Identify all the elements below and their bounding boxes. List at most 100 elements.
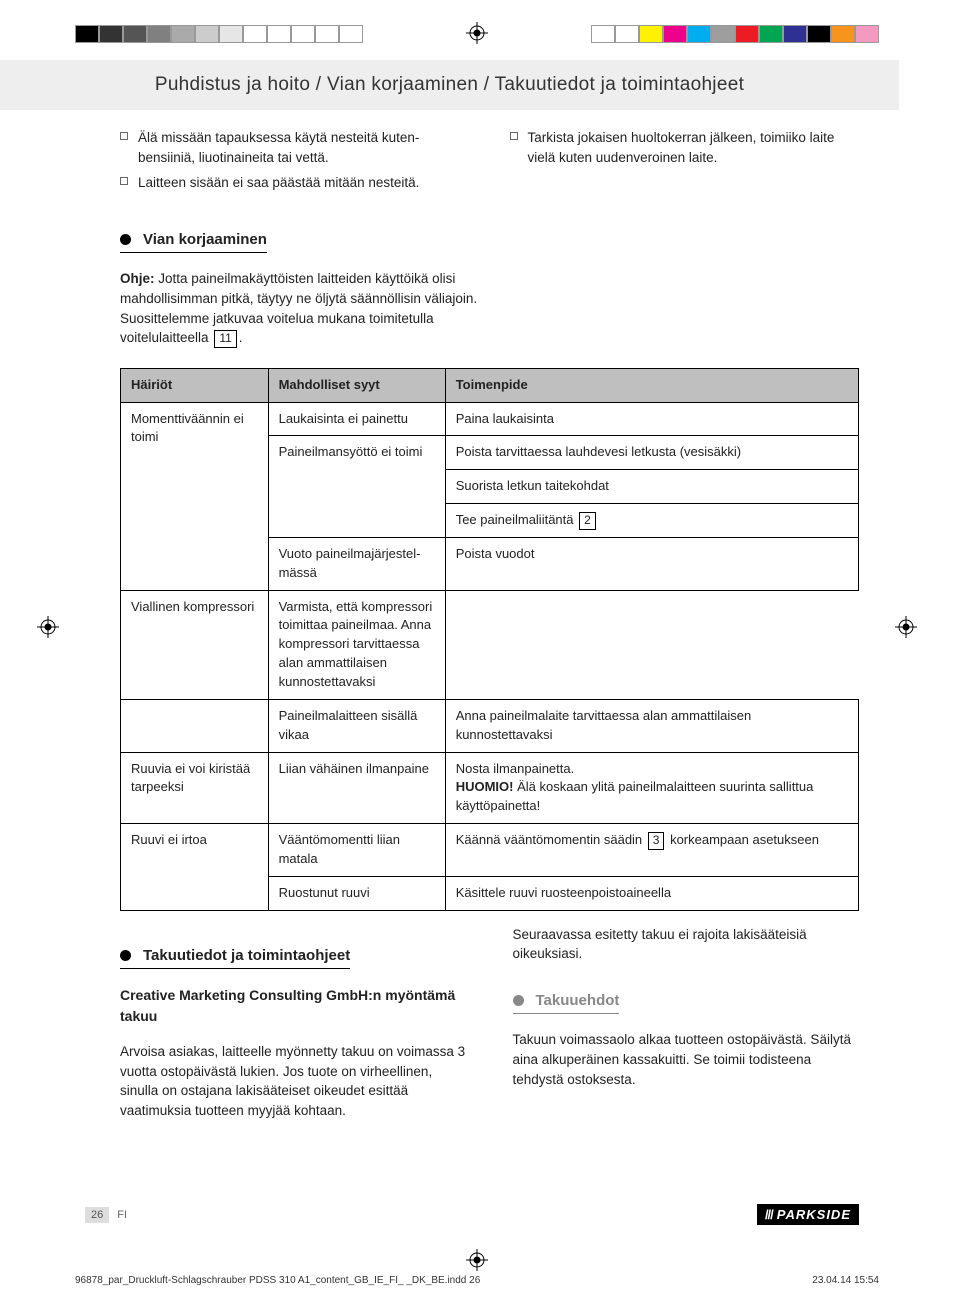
warranty-right-para2: Takuun voimassaolo alkaa tuotteen ostopä…: [513, 1030, 860, 1089]
warranty-columns: Takuutiedot ja toimintaohjeet Creative M…: [120, 919, 859, 1135]
table-cell: Varmista, että kompressori toimittaa pai…: [268, 590, 445, 699]
section-title: Takuutiedot ja toimintaohjeet: [143, 945, 350, 967]
bullet-item: Tarkista jokaisen huoltokerran jälkeen, …: [510, 128, 860, 167]
warranty-col-left: Takuutiedot ja toimintaohjeet Creative M…: [120, 919, 467, 1135]
registration-mark-icon: [466, 22, 488, 44]
bullet-text: Laitteen sisään ei saa päästää mitään ne…: [138, 173, 419, 193]
color-swatch: [75, 25, 99, 43]
note-label: Ohje:: [120, 271, 155, 286]
bullet-icon: [120, 950, 131, 961]
section-heading-warranty: Takuutiedot ja toimintaohjeet: [120, 945, 350, 970]
section-title: Vian korjaaminen: [143, 229, 267, 251]
table-cell: Momenttiväännin ei toimi: [121, 402, 269, 590]
table-row: Paineilmalaitteen sisällä vikaaAnna pain…: [121, 699, 859, 752]
bullet-icon: [513, 995, 524, 1006]
table-cell: Poista vuodot: [445, 537, 858, 590]
ref-number: 3: [648, 832, 665, 850]
color-swatch: [99, 25, 123, 43]
square-bullet-icon: [510, 132, 518, 140]
registration-mark-icon: [37, 616, 59, 638]
registration-mark-icon: [895, 616, 917, 638]
color-swatch: [711, 25, 735, 43]
section-title: Takuuehdot: [536, 990, 620, 1012]
color-swatch: [783, 25, 807, 43]
table-cell: Poista tarvittaessa lauhdevesi letkusta …: [445, 436, 858, 470]
bullet-icon: [120, 234, 131, 245]
square-bullet-icon: [120, 177, 128, 185]
print-filename: 96878_par_Druckluft-Schlagschrauber PDSS…: [75, 1275, 480, 1286]
square-bullet-icon: [120, 132, 128, 140]
color-swatch: [123, 25, 147, 43]
warranty-para: Arvoisa asiakas, laitteelle myönnetty ta…: [120, 1042, 467, 1120]
table-cell: Tee paineilmaliitäntä 2: [445, 504, 858, 538]
color-swatch: [591, 25, 615, 43]
color-swatch: [735, 25, 759, 43]
color-swatch: [291, 25, 315, 43]
table-cell: Laukaisinta ei painettu: [268, 402, 445, 436]
color-swatch: [759, 25, 783, 43]
table-header: Toimenpide: [445, 368, 858, 402]
page-number: 26 FI: [85, 1207, 127, 1223]
color-bar-right: [591, 25, 879, 43]
color-swatch: [855, 25, 879, 43]
intro-col-left: Älä missään tapauksessa käytä nesteitä k…: [120, 128, 470, 199]
table-row: Viallinen kompressoriVarmista, että komp…: [121, 590, 859, 699]
brand-name: PARKSIDE: [777, 1207, 851, 1222]
table-cell: [121, 699, 269, 752]
print-marks-top: [0, 0, 954, 50]
bullet-text: Älä missään tapauksessa käytä nesteitä k…: [138, 128, 470, 167]
table-row: Momenttiväännin ei toimiLaukaisinta ei p…: [121, 402, 859, 436]
page-lang: FI: [117, 1209, 127, 1221]
section-heading-terms: Takuuehdot: [513, 990, 620, 1015]
table-cell: Suorista letkun taitekohdat: [445, 470, 858, 504]
table-cell: Paina laukaisinta: [445, 402, 858, 436]
troubleshoot-table: HäiriötMahdolliset syytToimenpide Moment…: [120, 368, 859, 911]
bullet-item: Älä missään tapauksessa käytä nesteitä k…: [120, 128, 470, 167]
color-swatch: [663, 25, 687, 43]
table-cell: Ruuvi ei irtoa: [121, 824, 269, 911]
color-swatch: [831, 25, 855, 43]
table-cell: Vääntömomentti liian matala: [268, 824, 445, 877]
table-row: Ruuvia ei voi kiri­stää tarpeeksiLiian v…: [121, 752, 859, 824]
ref-number: 11: [214, 330, 236, 348]
table-row: Ruuvi ei irtoaVääntömomentti liian matal…: [121, 824, 859, 877]
print-timestamp: 23.04.14 15:54: [812, 1275, 879, 1286]
table-header: Mahdolliset syyt: [268, 368, 445, 402]
table-cell: Paineilmalaitteen sisällä vikaa: [268, 699, 445, 752]
intro-col-right: Tarkista jokaisen huoltokerran jälkeen, …: [510, 128, 860, 199]
color-swatch: [171, 25, 195, 43]
registration-mark-icon: [466, 1249, 488, 1271]
brand-badge: /// PARKSIDE: [757, 1204, 859, 1225]
brand-slashes-icon: ///: [765, 1207, 773, 1222]
color-swatch: [219, 25, 243, 43]
color-swatch: [639, 25, 663, 43]
color-bar-left: [75, 25, 363, 43]
table-cell: Käännä vääntömomentin säädin 3 korkeampa…: [445, 824, 858, 877]
warranty-subheading: Creative Marketing Consulting GmbH:n myö…: [120, 985, 460, 1026]
color-swatch: [195, 25, 219, 43]
table-cell: Anna paineilmalaite tarvittaessa alan am…: [445, 699, 858, 752]
color-swatch: [243, 25, 267, 43]
color-swatch: [267, 25, 291, 43]
color-swatch: [615, 25, 639, 43]
section-heading-troubleshoot: Vian korjaaminen: [120, 229, 267, 254]
warranty-col-right: Seuraavassa esitetty takuu ei rajoita la…: [513, 919, 860, 1135]
color-swatch: [687, 25, 711, 43]
print-footer: 96878_par_Druckluft-Schlagschrauber PDSS…: [0, 1245, 954, 1306]
color-swatch: [339, 25, 363, 43]
table-cell: Ruostunut ruuvi: [268, 876, 445, 910]
table-header: Häiriöt: [121, 368, 269, 402]
ref-number: 2: [579, 512, 596, 530]
note-text-a: Jotta paineilmakäyttöisten laitteiden kä…: [120, 271, 477, 345]
table-cell: Liian vähäinen ilmanpaine: [268, 752, 445, 824]
table-cell: Paineilmansyöttö ei toimi: [268, 436, 445, 538]
page-header: Puhdistus ja hoito / Vian korjaaminen / …: [0, 60, 899, 110]
page-footer: 26 FI /// PARKSIDE: [0, 1164, 954, 1245]
table-cell: Vuoto paineilmajärjestel­mässä: [268, 537, 445, 590]
page-number-value: 26: [85, 1207, 109, 1223]
bullet-text: Tarkista jokaisen huoltokerran jälkeen, …: [528, 128, 860, 167]
color-swatch: [147, 25, 171, 43]
bullet-item: Laitteen sisään ei saa päästää mitään ne…: [120, 173, 470, 193]
intro-columns: Älä missään tapauksessa käytä nesteitä k…: [120, 128, 859, 199]
table-cell: Nosta ilmanpainetta. HUOMIO! Älä koskaan…: [445, 752, 858, 824]
